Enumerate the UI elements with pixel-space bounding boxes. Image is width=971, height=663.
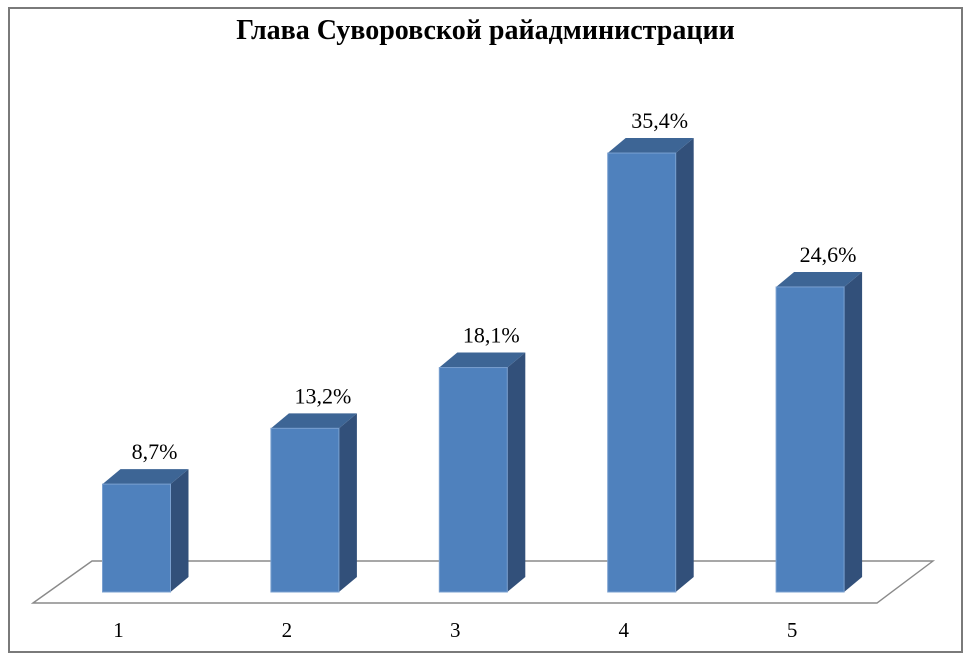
- bar-1-top-face: [102, 469, 189, 485]
- bar-3-side-face: [507, 352, 526, 592]
- bar-3-front-face: [438, 367, 508, 593]
- value-label-2: 13,2%: [294, 383, 351, 408]
- value-label-4: 35,4%: [631, 108, 688, 133]
- chart-border: [8, 7, 963, 653]
- value-label-3: 18,1%: [463, 323, 520, 348]
- bar-2-side-face: [338, 413, 357, 592]
- x-axis-label-3: 3: [450, 618, 461, 642]
- x-axis-label-5: 5: [787, 618, 798, 642]
- bar-5-top-face: [776, 271, 863, 287]
- value-label-5: 24,6%: [800, 242, 857, 267]
- bar-5-front-face: [775, 286, 845, 593]
- bar-2-front-face: [270, 427, 340, 593]
- bar-4-front-face: [607, 152, 677, 593]
- bar-4-top-face: [607, 138, 694, 154]
- chart-title: Глава Суворовской райадминистрации: [236, 15, 735, 46]
- x-axis-label-2: 2: [282, 618, 293, 642]
- bar-1-side-face: [170, 469, 189, 592]
- bar-2-top-face: [270, 413, 357, 429]
- bar-5-side-face: [844, 271, 863, 592]
- bar-1-front-face: [102, 483, 171, 593]
- value-label-1: 8,7%: [132, 439, 178, 464]
- bar-3-top-face: [439, 352, 526, 368]
- x-axis-label-1: 1: [113, 618, 124, 642]
- bar-4-side-face: [675, 138, 694, 593]
- x-axis-label-4: 4: [618, 618, 629, 642]
